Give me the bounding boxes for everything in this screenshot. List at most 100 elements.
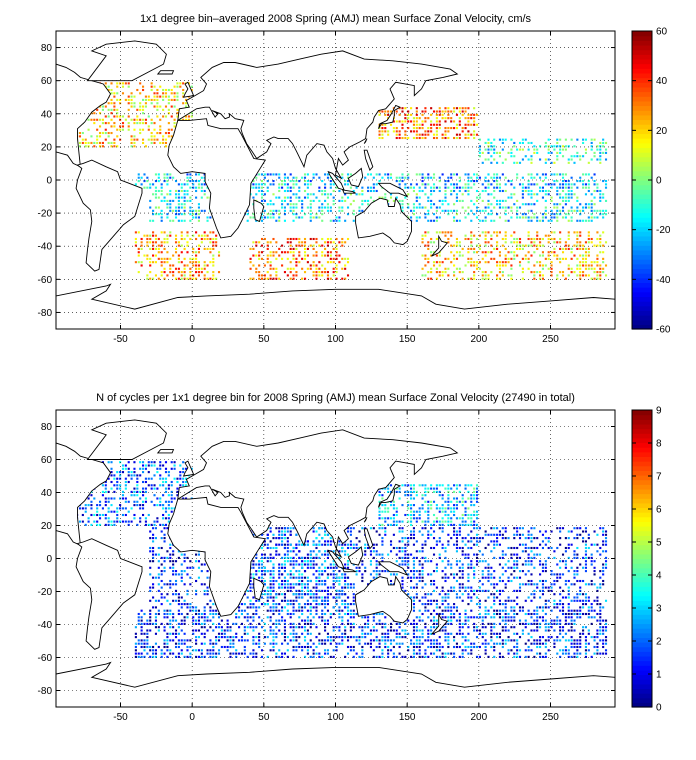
data-cell bbox=[90, 523, 93, 526]
data-cell bbox=[157, 206, 160, 209]
data-cell bbox=[119, 128, 122, 131]
data-cell bbox=[576, 645, 579, 649]
data-cell bbox=[559, 145, 562, 148]
data-cell bbox=[367, 622, 370, 625]
data-cell bbox=[258, 173, 261, 176]
data-cell bbox=[133, 490, 136, 493]
data-cell bbox=[144, 467, 147, 470]
data-cell bbox=[130, 507, 133, 510]
data-cell bbox=[473, 274, 476, 277]
data-cell bbox=[324, 247, 327, 250]
data-cell bbox=[162, 477, 165, 480]
data-cell bbox=[303, 247, 307, 250]
data-cell bbox=[195, 213, 198, 216]
data-cell bbox=[96, 510, 99, 513]
data-cell bbox=[139, 122, 142, 125]
data-cell bbox=[496, 612, 499, 616]
data-cell bbox=[407, 117, 410, 120]
data-cell bbox=[496, 632, 499, 635]
data-cell bbox=[427, 487, 430, 490]
data-cell bbox=[281, 183, 284, 186]
data-cell bbox=[127, 125, 130, 128]
data-cell bbox=[421, 642, 424, 645]
data-cell bbox=[559, 655, 562, 658]
data-cell bbox=[209, 247, 212, 250]
data-cell bbox=[567, 196, 570, 199]
data-cell bbox=[530, 642, 533, 645]
colorbar-tick-label: -40 bbox=[656, 275, 671, 286]
data-cell bbox=[243, 645, 246, 649]
data-cell bbox=[430, 127, 433, 130]
data-cell bbox=[166, 639, 169, 642]
data-cell bbox=[395, 110, 398, 113]
data-cell bbox=[335, 257, 338, 260]
data-cell bbox=[501, 626, 504, 629]
data-cell bbox=[450, 127, 453, 130]
data-cell bbox=[541, 267, 544, 270]
data-cell bbox=[593, 261, 596, 264]
data-cell bbox=[312, 216, 315, 219]
data-cell bbox=[570, 216, 573, 219]
data-cell bbox=[289, 267, 292, 270]
data-cell bbox=[163, 196, 166, 199]
data-cell bbox=[174, 209, 178, 212]
data-cell bbox=[212, 231, 215, 234]
data-cell bbox=[561, 180, 565, 183]
data-cell bbox=[329, 251, 332, 254]
data-cell bbox=[177, 254, 180, 257]
data-cell bbox=[464, 209, 467, 212]
data-cell bbox=[530, 649, 533, 652]
data-cell bbox=[435, 507, 438, 510]
data-cell bbox=[507, 251, 510, 254]
data-cell bbox=[315, 626, 318, 629]
data-cell bbox=[430, 254, 433, 257]
data-cell bbox=[303, 277, 307, 280]
data-cell bbox=[139, 507, 142, 510]
data-cell bbox=[309, 219, 312, 222]
data-cell bbox=[326, 193, 329, 196]
data-cell bbox=[99, 131, 102, 135]
data-cell bbox=[544, 619, 547, 622]
data-cell bbox=[458, 117, 461, 120]
data-cell bbox=[179, 477, 182, 480]
data-cell bbox=[590, 636, 593, 639]
data-cell bbox=[197, 655, 200, 658]
data-cell bbox=[579, 155, 582, 158]
data-cell bbox=[447, 113, 450, 116]
data-cell bbox=[255, 271, 258, 274]
data-cell bbox=[275, 251, 278, 254]
data-cell bbox=[292, 257, 295, 260]
data-cell bbox=[355, 612, 358, 616]
data-cell bbox=[318, 176, 321, 179]
data-cell bbox=[378, 655, 381, 658]
data-cell bbox=[573, 183, 576, 186]
data-cell bbox=[453, 186, 456, 189]
data-cell bbox=[427, 261, 430, 264]
data-cell bbox=[192, 616, 195, 619]
data-cell bbox=[269, 626, 272, 629]
data-cell bbox=[137, 173, 140, 176]
data-cell bbox=[121, 467, 125, 470]
data-cell bbox=[189, 176, 192, 179]
data-cell bbox=[266, 655, 269, 658]
data-cell bbox=[278, 219, 281, 222]
data-cell bbox=[176, 490, 179, 493]
data-cell bbox=[104, 490, 107, 493]
y-tick-label: -80 bbox=[38, 308, 53, 319]
landmass bbox=[182, 81, 195, 98]
data-cell bbox=[467, 136, 470, 140]
data-cell bbox=[496, 183, 499, 186]
data-cell bbox=[424, 494, 427, 497]
data-cell bbox=[392, 517, 395, 520]
data-cell bbox=[312, 244, 315, 247]
data-cell bbox=[453, 107, 456, 110]
data-cell bbox=[134, 636, 137, 639]
data-cell bbox=[570, 612, 573, 616]
data-cell bbox=[533, 183, 536, 186]
data-cell bbox=[189, 261, 192, 264]
data-cell bbox=[387, 490, 390, 493]
data-cell bbox=[458, 616, 461, 619]
data-cell bbox=[90, 507, 93, 510]
data-cell bbox=[424, 110, 427, 113]
x-tick-label: 150 bbox=[399, 334, 416, 345]
